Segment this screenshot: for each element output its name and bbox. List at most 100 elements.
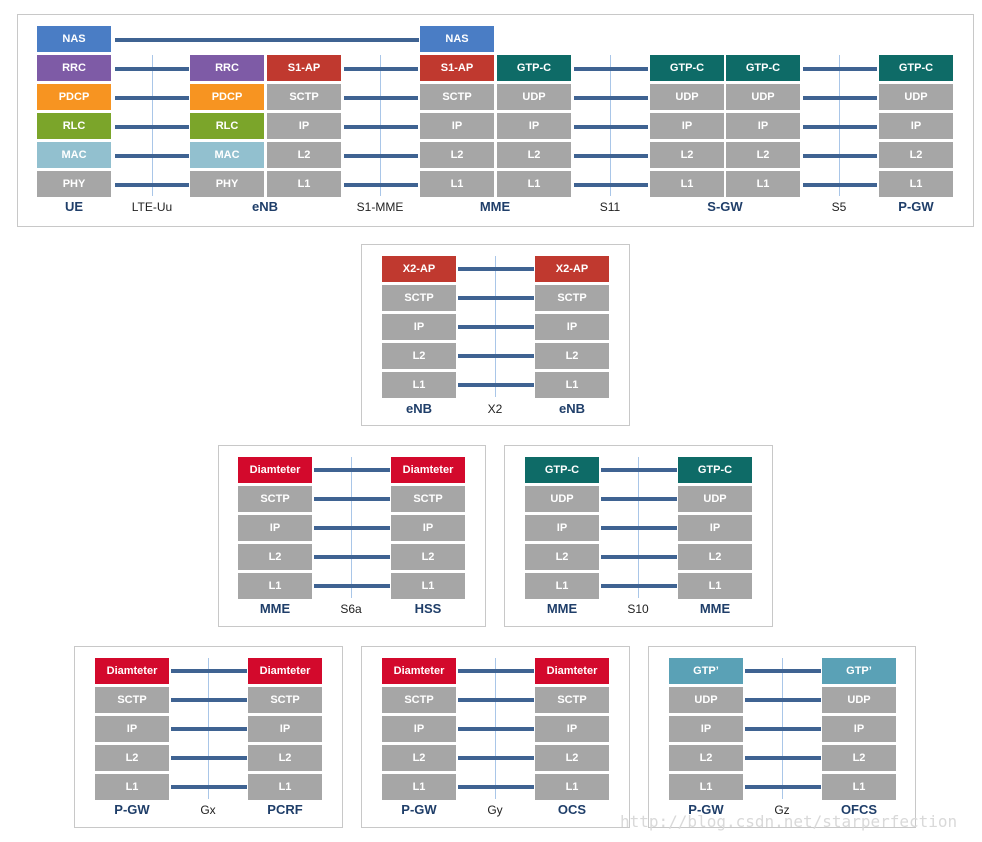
s6a-right-ip-layer: IP	[391, 515, 465, 541]
mme-udp-layer: UDP	[497, 84, 571, 110]
gx-right-diameter-layer: Diamteter	[248, 658, 322, 684]
x2-right-node-label: eNB	[558, 401, 585, 416]
gz-right-l2-layer: L2	[822, 745, 896, 771]
gx-left-diameter-layer: Diamteter	[95, 658, 169, 684]
enb-label: eNB	[251, 199, 278, 214]
mme-s1ap-layer: S1-AP	[420, 55, 494, 81]
enb-pdcp-layer: PDCP	[190, 84, 264, 110]
s6a-right-diameter-layer: Diamteter	[391, 457, 465, 483]
mme-gtp-l1-layer: L1	[497, 171, 571, 197]
s10-link-l2	[601, 555, 677, 559]
sgw-right-udp-layer: UDP	[726, 84, 800, 110]
gz-left-l2-layer: L2	[669, 745, 743, 771]
mme-sctp-layer: SCTP	[420, 84, 494, 110]
s6a-interface-label: S6a	[340, 602, 362, 616]
s10-right-l1-layer: L1	[678, 573, 752, 599]
gy-left-sctp-layer: SCTP	[382, 687, 456, 713]
gy-left-node-label: P-GW	[401, 802, 437, 817]
x2-left-l1-layer: L1	[382, 372, 456, 398]
pgw-udp-layer: UDP	[879, 84, 953, 110]
ue-rlc-layer: RLC	[37, 113, 111, 139]
s6a-link-sctp	[314, 497, 390, 501]
sgw-label: S-GW	[707, 199, 743, 214]
ue-pdcp-layer: PDCP	[37, 84, 111, 110]
x2-link-sctp	[458, 296, 534, 300]
s6a-link-ip	[314, 526, 390, 530]
link-l1	[344, 183, 418, 187]
sgw-left-stack: GTP-C UDP IP L2 L1	[650, 55, 724, 200]
s6a-left-sctp-layer: SCTP	[238, 486, 312, 512]
s6a-left-ip-layer: IP	[238, 515, 312, 541]
s10-left-stack: GTP-C UDP IP L2 L1	[525, 457, 599, 602]
gy-right-node-label: OCS	[557, 802, 587, 817]
s10-right-node-label: MME	[699, 601, 731, 616]
s1-mme-label: S1-MME	[356, 200, 404, 214]
link-nas	[115, 38, 419, 42]
x2-right-ip-layer: IP	[535, 314, 609, 340]
s6a-right-l2-layer: L2	[391, 544, 465, 570]
s6a-left-l1-layer: L1	[238, 573, 312, 599]
x2-left-ip-layer: IP	[382, 314, 456, 340]
s6a-right-sctp-layer: SCTP	[391, 486, 465, 512]
gx-left-ip-layer: IP	[95, 716, 169, 742]
link-mac	[115, 154, 189, 158]
gz-link-ip	[745, 727, 821, 731]
gz-link-l2	[745, 756, 821, 760]
ue-rrc-layer: RRC	[37, 55, 111, 81]
gx-left-node-label: P-GW	[114, 802, 150, 817]
s10-interface-label: S10	[627, 602, 649, 616]
enb-l2-layer: L2	[267, 142, 341, 168]
gz-left-ip-layer: IP	[669, 716, 743, 742]
gy-link-l2	[458, 756, 534, 760]
gy-interface-label: Gy	[487, 803, 503, 817]
gz-right-gtp-prime-layer: GTP’	[822, 658, 896, 684]
link-s5-gtpc	[803, 67, 877, 71]
s10-link-ip	[601, 526, 677, 530]
gz-right-ip-layer: IP	[822, 716, 896, 742]
mme-gtpc-layer: GTP-C	[497, 55, 571, 81]
gz-link-udp	[745, 698, 821, 702]
link-s11-l1	[574, 183, 648, 187]
gy-left-diameter-layer: Diamteter	[382, 658, 456, 684]
s10-left-gtpc-layer: GTP-C	[525, 457, 599, 483]
enb-rlc-layer: RLC	[190, 113, 264, 139]
gx-right-l1-layer: L1	[248, 774, 322, 800]
x2-right-x2ap-layer: X2-AP	[535, 256, 609, 282]
s10-left-l2-layer: L2	[525, 544, 599, 570]
s10-right-ip-layer: IP	[678, 515, 752, 541]
link-s11-l2	[574, 154, 648, 158]
s10-left-udp-layer: UDP	[525, 486, 599, 512]
ue-nas-layer: NAS	[37, 26, 111, 52]
gy-link-diameter	[458, 669, 534, 673]
pgw-gtpc-layer: GTP-C	[879, 55, 953, 81]
ue-phy-layer: PHY	[37, 171, 111, 197]
s6a-right-node-label: HSS	[414, 601, 442, 616]
gy-right-l2-layer: L2	[535, 745, 609, 771]
gz-link-gtp-prime	[745, 669, 821, 673]
x2-link-l2	[458, 354, 534, 358]
x2-link-l1	[458, 383, 534, 387]
pgw-l2-layer: L2	[879, 142, 953, 168]
pgw-l1-layer: L1	[879, 171, 953, 197]
gx-left-stack: Diamteter SCTP IP L2 L1	[95, 658, 169, 803]
gy-right-ip-layer: IP	[535, 716, 609, 742]
link-l2	[344, 154, 418, 158]
x2-interface-label: X2	[487, 402, 503, 416]
gz-left-l1-layer: L1	[669, 774, 743, 800]
link-rrc	[115, 67, 189, 71]
enb-s1ap-layer: S1-AP	[267, 55, 341, 81]
s6a-link-l2	[314, 555, 390, 559]
ue-protocol-stack: NAS RRC PDCP RLC MAC PHY	[37, 26, 111, 200]
mme-label: MME	[479, 199, 511, 214]
gy-right-stack: Diamteter SCTP IP L2 L1	[535, 658, 609, 803]
sgw-left-l2-layer: L2	[650, 142, 724, 168]
link-pdcp	[115, 96, 189, 100]
link-sctp	[344, 96, 418, 100]
x2-right-sctp-layer: SCTP	[535, 285, 609, 311]
gz-link-l1	[745, 785, 821, 789]
s6a-right-l1-layer: L1	[391, 573, 465, 599]
x2-left-x2ap-layer: X2-AP	[382, 256, 456, 282]
mme-l1-layer: L1	[420, 171, 494, 197]
sgw-right-l1-layer: L1	[726, 171, 800, 197]
s11-label: S11	[599, 200, 621, 214]
